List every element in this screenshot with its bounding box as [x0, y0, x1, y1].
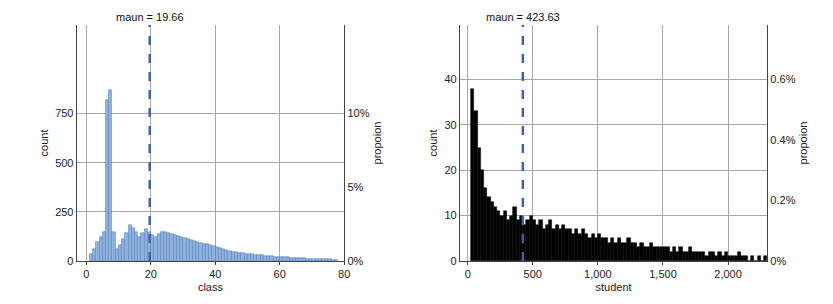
svg-text:maun = 423.63: maun = 423.63: [486, 11, 560, 23]
svg-text:1,000: 1,000: [584, 268, 612, 280]
svg-text:propoion: propoion: [797, 122, 809, 165]
svg-text:20: 20: [145, 268, 157, 280]
svg-text:10: 10: [444, 209, 456, 221]
svg-text:0%: 0%: [770, 255, 786, 267]
svg-text:80: 80: [338, 268, 350, 280]
svg-text:0: 0: [465, 268, 471, 280]
svg-text:0%: 0%: [347, 255, 363, 267]
svg-text:maun = 19.66: maun = 19.66: [116, 11, 184, 23]
svg-text:40: 40: [209, 268, 221, 280]
svg-text:1,500: 1,500: [649, 268, 677, 280]
svg-text:propoion: propoion: [371, 122, 383, 165]
svg-text:60: 60: [274, 268, 286, 280]
svg-text:2,000: 2,000: [714, 268, 742, 280]
svg-text:0.4%: 0.4%: [770, 134, 795, 146]
svg-text:0: 0: [67, 255, 73, 267]
svg-text:40: 40: [444, 73, 456, 85]
svg-text:count: count: [38, 130, 50, 157]
svg-text:class: class: [198, 281, 224, 293]
svg-text:0.6%: 0.6%: [770, 73, 795, 85]
svg-text:0: 0: [451, 255, 457, 267]
svg-text:20: 20: [444, 164, 456, 176]
svg-text:0: 0: [83, 268, 89, 280]
svg-text:250: 250: [55, 206, 73, 218]
svg-text:0.2%: 0.2%: [770, 194, 795, 206]
svg-text:student: student: [595, 281, 631, 293]
svg-text:count: count: [427, 130, 439, 157]
svg-text:750: 750: [55, 107, 73, 119]
svg-text:500: 500: [524, 268, 542, 280]
svg-text:5%: 5%: [347, 181, 363, 193]
svg-text:30: 30: [444, 119, 456, 131]
svg-text:500: 500: [55, 157, 73, 169]
svg-text:10%: 10%: [347, 107, 369, 119]
